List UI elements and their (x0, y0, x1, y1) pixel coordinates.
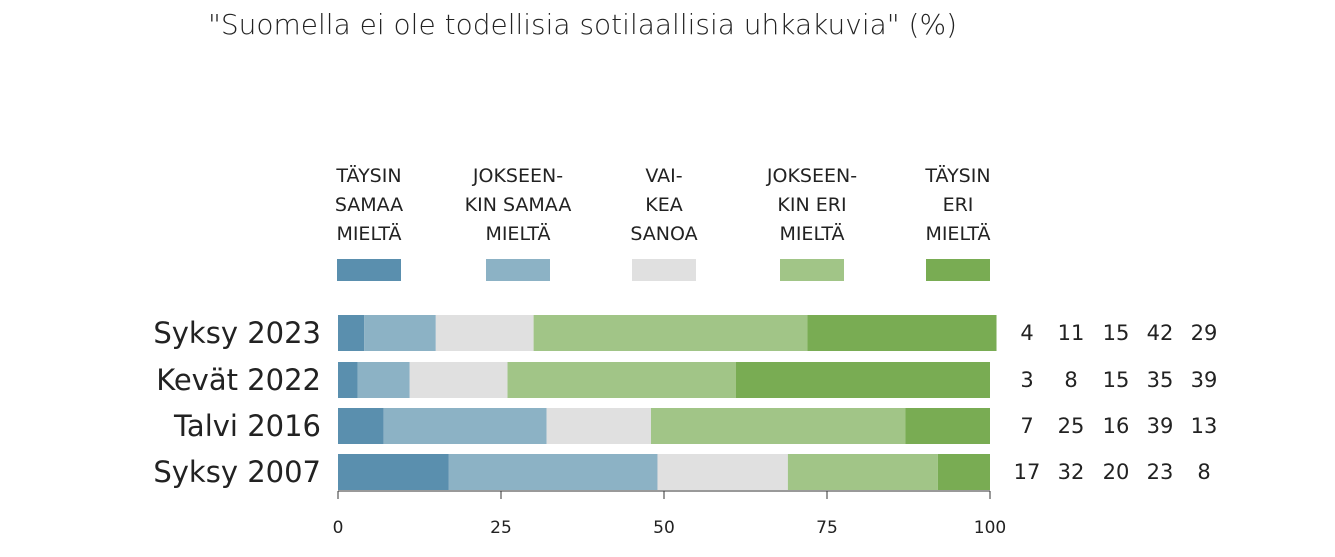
legend-label-line: ERI (942, 194, 974, 216)
data-label: 42 (1146, 321, 1174, 345)
legend-label-line: MIELTÄ (336, 223, 402, 245)
x-axis-tick-label: 50 (653, 518, 675, 538)
legend-label-vaikea-sanoa: VAI- KEA SANOA (589, 162, 739, 249)
data-label: 39 (1190, 368, 1218, 392)
data-label: 13 (1190, 414, 1218, 438)
bar-segment-vaikea-sanoa (546, 408, 651, 444)
legend-label-line: JOKSEEN- (766, 165, 858, 187)
x-axis-tick-label: 75 (816, 518, 838, 538)
legend-label-line: VAI- (645, 165, 683, 187)
data-label: 3 (1020, 368, 1034, 392)
bar-segment-jokseenkin-eri-mielta (533, 315, 808, 351)
legend-label-jokseenkin-samaa-mielta: JOKSEEN- KIN SAMAA MIELTÄ (443, 162, 593, 249)
row-label: Kevät 2022 (156, 363, 321, 397)
bar-segment-taysin-samaa-mielta (338, 315, 365, 351)
bar-segment-taysin-eri-mielta (937, 454, 990, 490)
bar-segment-jokseenkin-samaa-mielta (364, 315, 436, 351)
row-label: Talvi 2016 (174, 409, 321, 443)
legend-swatch-taysin-eri-mielta (926, 259, 990, 281)
legend-label-line: KEA (645, 194, 683, 216)
bar-segment-vaikea-sanoa (657, 454, 788, 490)
bar-segment-taysin-samaa-mielta (338, 362, 358, 398)
bar-segment-taysin-eri-mielta (735, 362, 990, 398)
bar-segment-vaikea-sanoa (409, 362, 508, 398)
legend-label-line: KIN ERI (777, 194, 847, 216)
data-label: 23 (1146, 460, 1174, 484)
legend-label-taysin-samaa-mielta: TÄYSIN SAMAA MIELTÄ (294, 162, 444, 249)
legend-swatch-jokseenkin-eri-mielta (780, 259, 844, 281)
bar-segment-vaikea-sanoa (435, 315, 534, 351)
legend-label-line: KIN SAMAA (464, 194, 572, 216)
bar-segment-jokseenkin-samaa-mielta (448, 454, 658, 490)
x-axis-tick-label: 25 (490, 518, 512, 538)
legend-swatch-jokseenkin-samaa-mielta (486, 259, 550, 281)
legend-swatch-taysin-samaa-mielta (337, 259, 401, 281)
legend-label-line: JOKSEEN- (472, 165, 564, 187)
data-label: 39 (1146, 414, 1174, 438)
bar-segment-jokseenkin-eri-mielta (507, 362, 736, 398)
row-label: Syksy 2023 (153, 316, 321, 350)
bar-segment-jokseenkin-eri-mielta (787, 454, 938, 490)
bar-segment-taysin-samaa-mielta (338, 408, 384, 444)
data-label: 15 (1102, 368, 1130, 392)
bar-segment-taysin-samaa-mielta (338, 454, 449, 490)
data-label: 7 (1020, 414, 1034, 438)
chart-title: "Suomella ei ole todellisia sotilaallisi… (208, 8, 958, 41)
data-label: 20 (1102, 460, 1130, 484)
x-axis-tick-label: 0 (332, 518, 344, 538)
legend-label-line: MIELTÄ (485, 223, 551, 245)
data-label: 16 (1102, 414, 1130, 438)
bar-segment-taysin-eri-mielta (905, 408, 990, 444)
x-axis-tick-label: 100 (973, 518, 1007, 538)
legend-swatch-vaikea-sanoa (632, 259, 696, 281)
bar-segment-jokseenkin-samaa-mielta (357, 362, 410, 398)
bar-segment-taysin-eri-mielta (807, 315, 997, 351)
data-label: 32 (1057, 460, 1085, 484)
data-label: 29 (1190, 321, 1218, 345)
data-label: 8 (1197, 460, 1211, 484)
legend-label-line: MIELTÄ (779, 223, 845, 245)
row-label: Syksy 2007 (153, 455, 321, 489)
legend-label-line: MIELTÄ (925, 223, 991, 245)
legend-label-jokseenkin-eri-mielta: JOKSEEN- KIN ERI MIELTÄ (737, 162, 887, 249)
data-label: 35 (1146, 368, 1174, 392)
legend-label-line: SANOA (630, 223, 698, 245)
legend-label-line: SAMAA (334, 194, 404, 216)
bar-segment-jokseenkin-eri-mielta (650, 408, 906, 444)
data-label: 8 (1064, 368, 1078, 392)
bar-segment-jokseenkin-samaa-mielta (383, 408, 547, 444)
data-label: 25 (1057, 414, 1085, 438)
data-label: 11 (1057, 321, 1085, 345)
legend-label-line: TÄYSIN (925, 165, 991, 187)
legend-label-line: TÄYSIN (336, 165, 402, 187)
data-label: 17 (1013, 460, 1041, 484)
data-label: 4 (1020, 321, 1034, 345)
data-label: 15 (1102, 321, 1130, 345)
legend-label-taysin-eri-mielta: TÄYSIN ERI MIELTÄ (883, 162, 1033, 249)
